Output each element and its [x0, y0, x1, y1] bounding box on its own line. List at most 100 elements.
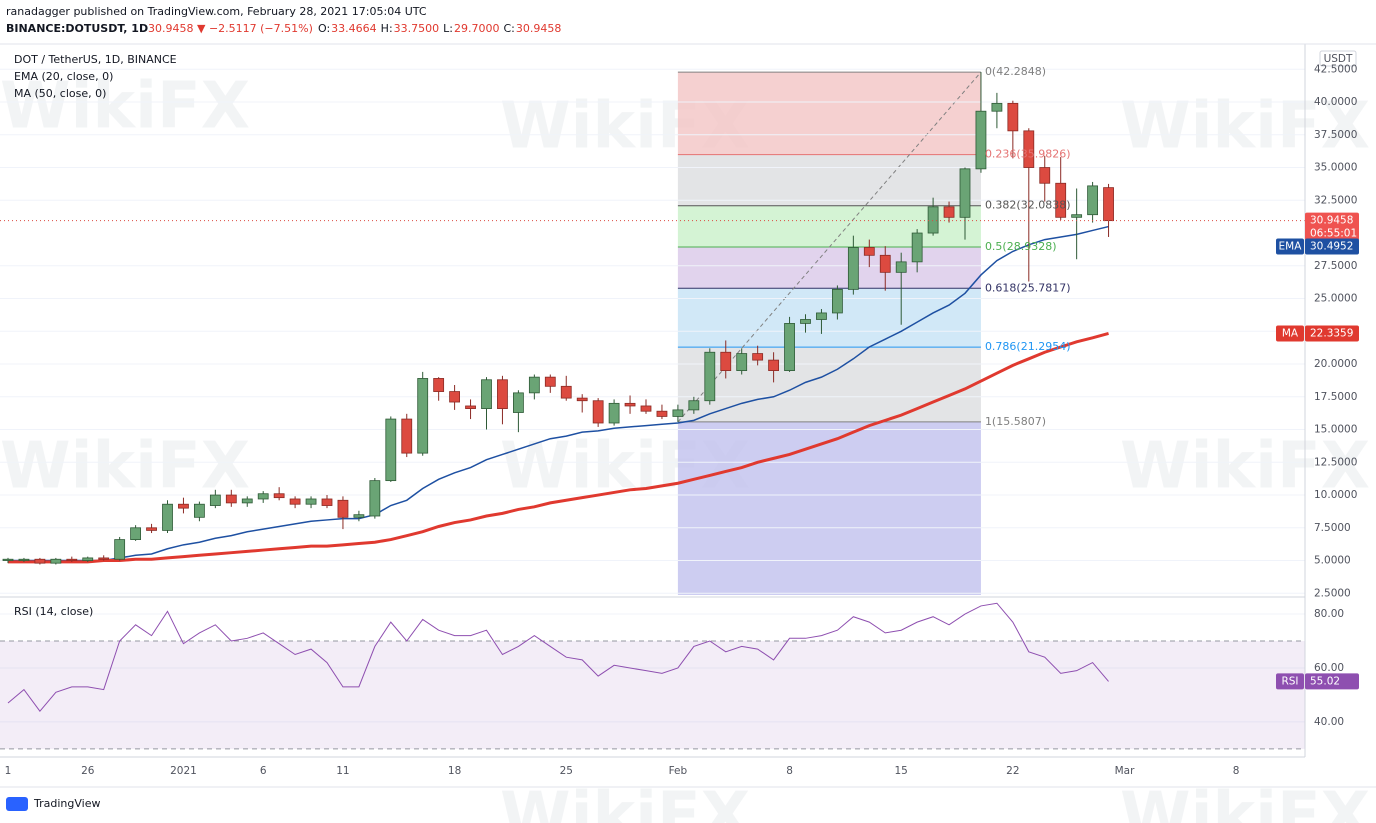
currency-box: [1319, 50, 1357, 67]
fib-band: [677, 154, 981, 206]
candle-body: [1103, 187, 1114, 222]
tag-name: RSI: [1281, 675, 1298, 687]
quote: 30.9458 ▼ −2.5117 (−7.51%): [148, 22, 313, 35]
candle-body: [576, 397, 588, 402]
candle-body: [50, 558, 62, 564]
tag-value: 22.3359: [1310, 327, 1353, 339]
candle-body: [927, 206, 939, 234]
ohlc-key: O:: [318, 22, 330, 35]
fib-band: [677, 247, 981, 289]
candle-body: [688, 400, 700, 411]
grid: [0, 68, 1305, 750]
candle-body: [18, 558, 30, 561]
candle-body: [433, 378, 445, 392]
candle-body: [209, 494, 221, 506]
candle-body: [592, 400, 604, 424]
y-tick-label: 15.0000: [1314, 424, 1357, 436]
candle-body: [449, 391, 461, 403]
candle-body: [417, 378, 429, 454]
candle-body: [225, 494, 237, 504]
candle-body: [98, 557, 110, 560]
candle-body: [816, 312, 827, 320]
ohlc-key: L:: [443, 22, 453, 35]
candle-body: [752, 353, 764, 361]
fib-band: [677, 72, 981, 155]
fib-retracement: [677, 71, 982, 595]
candle-body: [1087, 185, 1098, 216]
candle-body: [975, 110, 987, 170]
candle-body: [193, 503, 205, 518]
y-tick-label: 40.0000: [1314, 96, 1357, 108]
countdown: 06:55:01: [1310, 228, 1357, 240]
candle-body: [130, 527, 142, 540]
candle-body: [241, 498, 253, 504]
fib-band: [677, 288, 981, 348]
candle-body: [321, 498, 333, 506]
watermark: WikiFX: [1120, 430, 1370, 504]
fib-label: 0.786(21.2954): [985, 340, 1071, 353]
publisher: ranadagger published on TradingView.com,…: [6, 5, 427, 18]
rsi-tick-label: 60.00: [1314, 662, 1344, 674]
candle-body: [560, 385, 572, 399]
candle-body: [1007, 102, 1019, 132]
fib-label: 1(15.5807): [985, 415, 1046, 428]
candle-body: [289, 498, 301, 505]
x-tick-label: 2021: [170, 765, 197, 777]
x-tick-label: Feb: [669, 765, 688, 777]
x-tick-label: 26: [81, 765, 95, 777]
candle-body: [337, 499, 349, 518]
fib-label: 0.618(25.7817): [985, 281, 1071, 294]
y-tick-label: 42.5000: [1314, 63, 1357, 75]
candle-body: [1055, 182, 1067, 218]
candle-body: [720, 351, 732, 371]
symbol: BINANCE:DOTUSDT, 1D: [6, 22, 148, 35]
candle-body: [911, 232, 923, 263]
tag-name-box: [1276, 238, 1304, 255]
candle-body: [1039, 167, 1051, 184]
legend-rsi: RSI (14, close): [14, 605, 93, 618]
x-tick-label: 15: [895, 765, 908, 777]
candle-body: [178, 503, 189, 509]
y-tick-label: 25.0000: [1314, 293, 1357, 305]
y-tick-label: 20.0000: [1314, 358, 1357, 370]
candle-body: [162, 503, 173, 531]
y-tick-label: 17.5000: [1314, 391, 1357, 403]
y-tick-label: 12.5000: [1314, 456, 1357, 468]
candle-body: [879, 254, 891, 273]
x-tick-label: 25: [560, 765, 573, 777]
ohlc-value: 33.7500: [394, 22, 440, 35]
ohlc-key: H:: [381, 22, 393, 35]
fib-label: 0.236(35.9826): [985, 148, 1071, 161]
candle-body: [401, 418, 413, 454]
x-tick-label: 18: [448, 765, 461, 777]
tag-name: EMA: [1279, 241, 1303, 253]
candle-body: [497, 379, 508, 409]
candle-body: [1071, 214, 1083, 218]
candle-body: [1023, 130, 1035, 168]
candle-body: [465, 405, 476, 409]
x-tick-label: Mar: [1115, 765, 1135, 777]
fib-label: 0.382(32.0838): [985, 199, 1071, 212]
tag-name: MA: [1282, 327, 1299, 339]
plot: [0, 72, 1305, 712]
y-tick-label: 37.5000: [1314, 129, 1357, 141]
candle-body: [943, 206, 955, 218]
candle-body: [369, 480, 381, 517]
tag-value: 55.02: [1310, 675, 1340, 687]
tag-name-box: [1276, 673, 1304, 690]
y-tick-label: 32.5000: [1314, 194, 1357, 206]
y-tick-label: 5.0000: [1314, 555, 1351, 567]
indicator-line: [8, 331, 1109, 564]
candle-body: [895, 261, 907, 273]
candle-body: [66, 558, 78, 561]
candle-body: [959, 168, 971, 218]
fib-label: 0(42.2848): [985, 65, 1046, 78]
chart-title: DOT / TetherUS, 1D, BINANCE: [14, 53, 177, 66]
x-tick-label: 1: [5, 765, 12, 777]
tag-value-box: [1305, 238, 1359, 255]
ohlc-key: C:: [504, 22, 515, 35]
watermark: WikiFX: [500, 780, 750, 823]
candle-body: [656, 410, 668, 417]
